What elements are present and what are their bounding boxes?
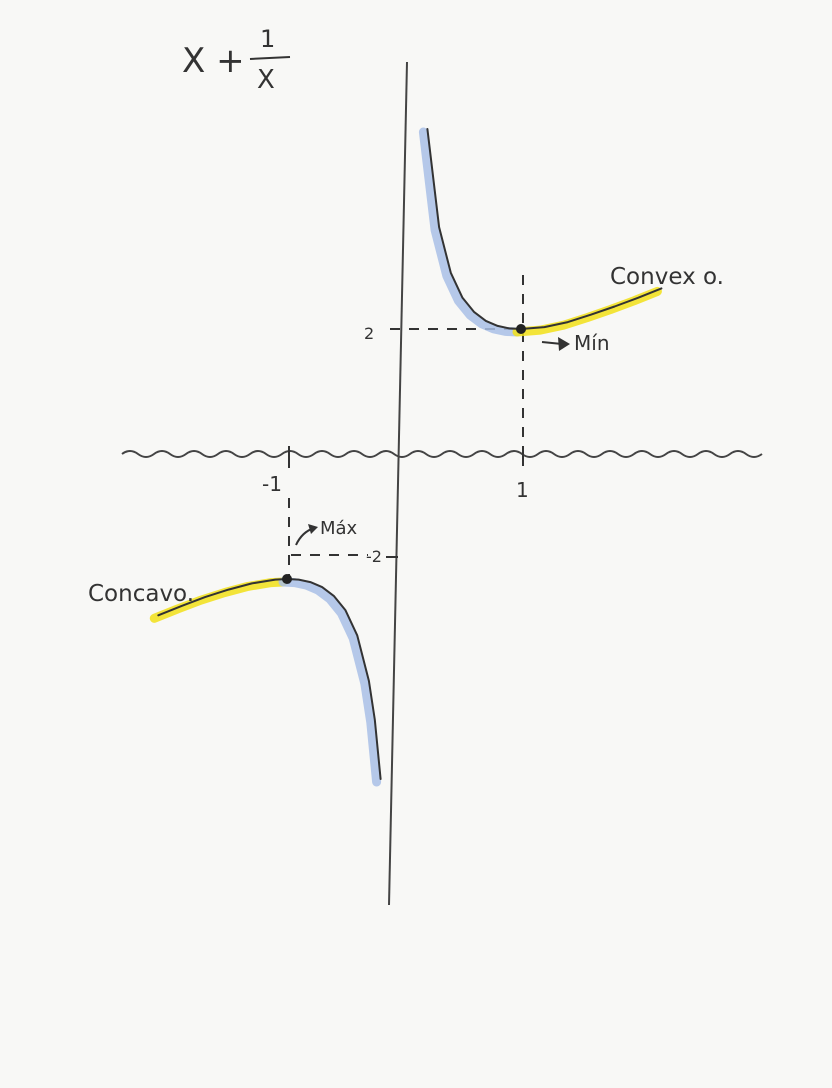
title-lead: X +: [182, 41, 245, 81]
highlight-left-ascending: [149, 577, 288, 623]
title-denominator: X: [257, 65, 275, 95]
min-annotation: Mín: [541, 331, 610, 355]
maximum-point: [282, 574, 292, 584]
y-tick-label-minus-two: -2: [366, 547, 382, 566]
title-numerator: 1: [260, 25, 275, 53]
chart-title: X + 1 X: [182, 25, 291, 95]
max-annotation: Máx: [295, 518, 358, 546]
title-fraction-bar: [249, 56, 291, 60]
convex-annotation: Convex o.: [610, 264, 724, 290]
x-tick-label-one: 1: [516, 478, 529, 502]
curve-left-descending: [286, 578, 382, 780]
highlight-left-descending: [278, 577, 382, 787]
highlight-right-ascending: [512, 286, 662, 337]
pencil-highlights: [149, 127, 662, 787]
highlight-right-descending: [418, 127, 522, 337]
y-tick-label-two: 2: [364, 324, 374, 343]
minimum-point: [516, 324, 526, 334]
curve-branches: [157, 128, 663, 780]
y-axis: [388, 61, 408, 906]
min-label: Mín: [574, 331, 610, 355]
x-axis: [121, 450, 763, 458]
concave-annotation: Concavo.: [88, 581, 194, 607]
curve-right-ascending: [520, 287, 663, 330]
curve-right-descending: [426, 128, 522, 330]
max-label: Máx: [320, 518, 358, 539]
curve-left-ascending: [157, 578, 288, 617]
x-tick-label-minus-one: -1: [262, 472, 282, 496]
